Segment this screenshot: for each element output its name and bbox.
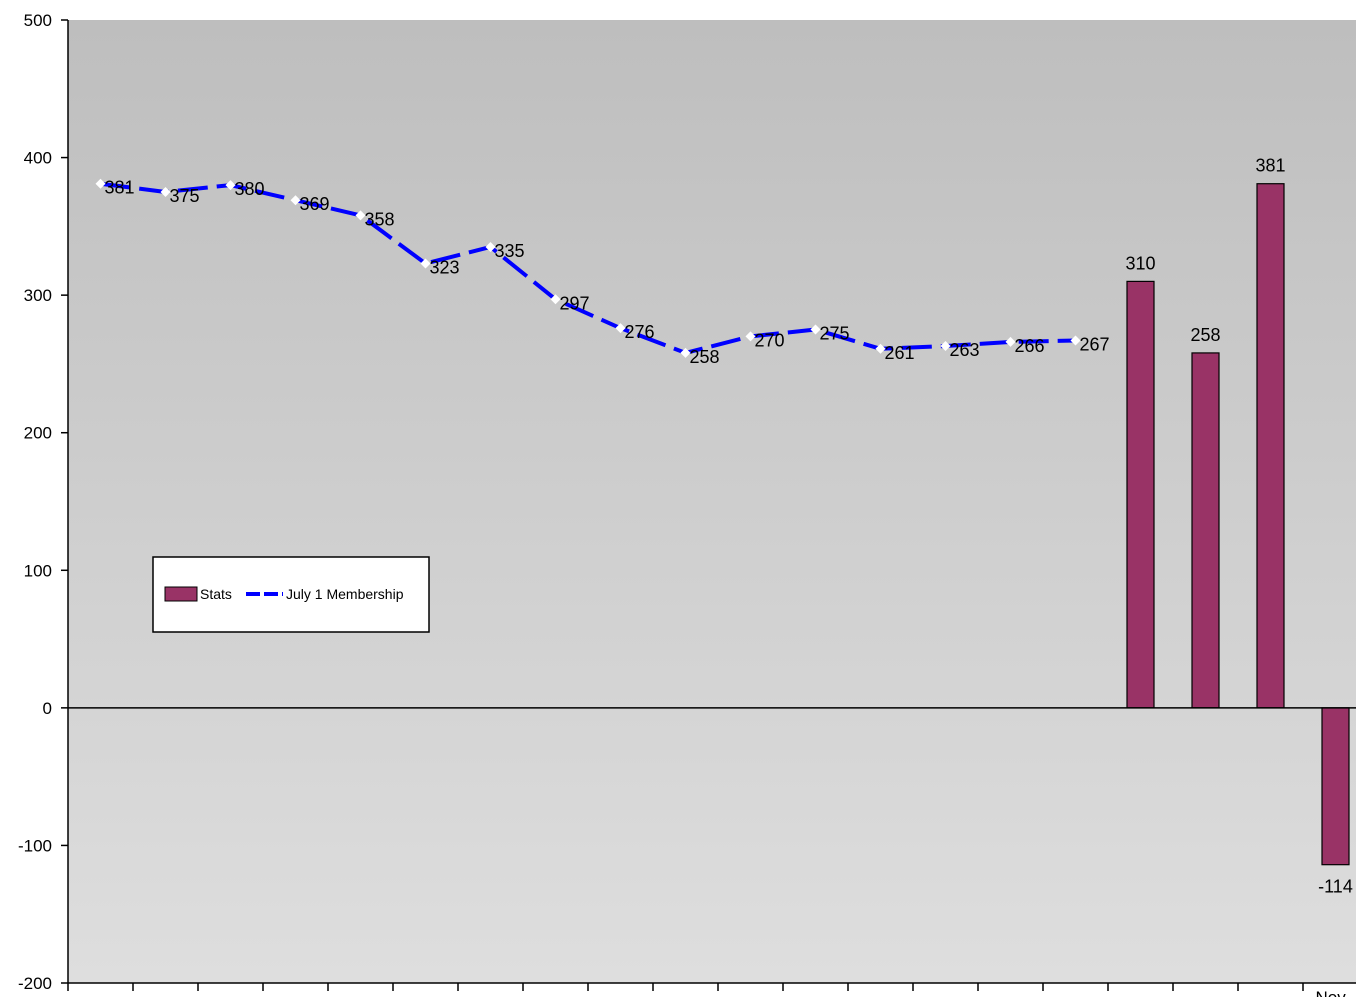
line-data-label: 358 xyxy=(365,209,395,229)
line-point xyxy=(420,258,431,269)
legend-swatch-stats xyxy=(164,586,198,602)
bar-stats xyxy=(1256,183,1285,709)
bar-data-label: 310 xyxy=(1125,253,1155,273)
line-data-label: 276 xyxy=(625,322,655,342)
bar-data-label: -114 xyxy=(1318,877,1353,897)
line-point xyxy=(225,180,236,191)
line-membership xyxy=(100,181,1076,355)
y-tick-label: 400 xyxy=(24,149,52,168)
line-point xyxy=(290,195,301,206)
line-point xyxy=(1005,336,1016,347)
line-data-label: 263 xyxy=(950,340,980,360)
plot-area xyxy=(68,20,1356,983)
line-point xyxy=(1070,335,1081,346)
legend-label-stats: Stats xyxy=(200,586,232,602)
line-point xyxy=(745,331,756,342)
line-data-label: 375 xyxy=(170,186,200,206)
bar-data-label: 258 xyxy=(1190,325,1220,345)
y-tick-label: -100 xyxy=(18,836,52,855)
line-data-label: 258 xyxy=(690,347,720,367)
line-data-label: 261 xyxy=(885,343,915,363)
legend: Stats July 1 Membership xyxy=(152,556,430,633)
line-data-label: 380 xyxy=(235,179,265,199)
bar-data-label: 381 xyxy=(1255,156,1285,176)
line-point xyxy=(355,210,366,221)
line-data-label: 270 xyxy=(755,330,785,350)
line-point xyxy=(550,294,561,305)
line-data-label: 369 xyxy=(300,194,330,214)
y-tick-label: 500 xyxy=(24,11,52,30)
line-data-label: 335 xyxy=(495,241,525,261)
line-point xyxy=(680,347,691,358)
line-data-label: 275 xyxy=(820,324,850,344)
bar-stats xyxy=(1126,280,1155,709)
line-point xyxy=(615,323,626,334)
line-point xyxy=(95,178,106,189)
line-data-label: 381 xyxy=(105,178,135,198)
bar-stats xyxy=(1321,707,1350,866)
line-point xyxy=(810,324,821,335)
y-tick-label: 300 xyxy=(24,286,52,305)
y-tick-label: 0 xyxy=(43,699,52,718)
legend-box xyxy=(152,556,430,633)
line-data-label: 266 xyxy=(1015,336,1045,356)
line-point xyxy=(160,186,171,197)
line-point xyxy=(940,341,951,352)
x-tick-label: Nov xyxy=(1316,988,1347,997)
line-data-label: 267 xyxy=(1080,335,1110,355)
y-tick-label: -200 xyxy=(18,974,52,993)
line-point xyxy=(875,343,886,354)
legend-label-membership: July 1 Membership xyxy=(286,586,404,602)
line-data-label: 297 xyxy=(560,293,590,313)
y-tick-label: 200 xyxy=(24,424,52,443)
bar-stats xyxy=(1191,352,1220,709)
line-data-label: 323 xyxy=(430,258,460,278)
y-tick-label: 100 xyxy=(24,561,52,580)
line-point xyxy=(485,241,496,252)
